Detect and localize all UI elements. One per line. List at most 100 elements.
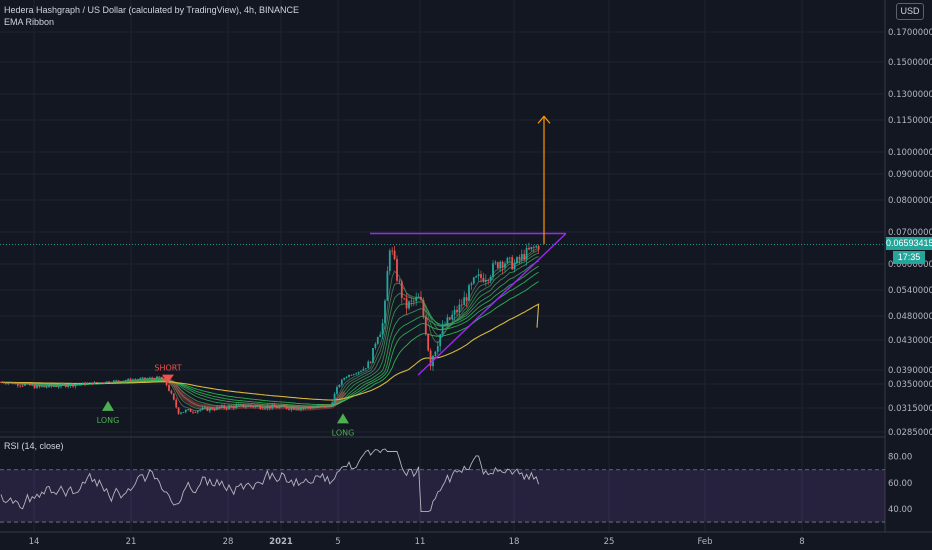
candle-body [501,261,504,268]
candle-body [33,384,36,389]
indicator-label[interactable]: EMA Ribbon [4,17,55,27]
candle-body [324,405,326,408]
target-arrowhead [537,115,551,124]
candle-body [170,390,173,394]
candle-body [146,378,149,380]
candle-body [98,382,101,384]
candle-body [220,405,223,408]
candle-body [4,383,7,384]
time-tick-label: 21 [126,537,137,547]
rsi-label[interactable]: RSI (14, close) [4,441,64,451]
candle-body [304,406,307,408]
candle-body [410,300,413,302]
candle-body [374,343,377,348]
candle-body [256,405,259,407]
candle-body [367,361,370,369]
candle-body [518,257,521,260]
ema-ribbon-line [1,260,539,408]
candle-body [189,408,192,412]
candle-body [470,283,473,286]
candle-body [43,386,46,388]
candle-body [158,376,161,378]
candle-body [340,379,343,385]
rsi-band-fill [0,469,885,523]
candle-body [91,382,94,385]
candle-body [427,334,430,351]
candle-body [424,316,427,335]
candle-body [86,382,89,385]
candle-body [60,383,62,387]
candle-body [117,380,120,382]
candle-body [48,384,50,388]
candle-body [434,351,437,356]
candle-body [105,381,108,383]
candle-body [206,407,209,411]
candle-body [182,412,185,413]
candle-body [69,383,72,386]
candle-body [482,277,485,282]
candle-body [300,408,302,410]
rsi-series [0,448,540,513]
candle-body [211,407,214,410]
candle-body [420,296,422,300]
ema-ribbon-line [0,248,539,412]
candle-body [446,317,449,326]
candle-body [127,378,130,381]
candle-body [288,408,290,410]
candles [0,242,540,415]
candle-body [439,334,442,347]
candle-body [396,259,398,281]
candle-body [112,380,115,383]
currency-button[interactable]: USD [896,3,924,20]
candle-body [76,384,79,385]
candle-body [285,406,288,409]
candle-body [451,314,454,320]
candle-body [453,309,456,315]
candle-body [496,262,499,268]
long-signal-label: LONG [97,416,120,425]
candle-body [319,405,322,407]
last-price-tag: 0.06593415 [886,237,932,250]
time-tick-label: 28 [223,537,234,547]
candle-body [535,246,538,248]
candle-body [24,384,26,386]
candle-body [352,374,355,376]
candle-body [360,370,362,372]
candle-body [237,404,240,406]
candle-body [499,261,502,268]
candle-body [316,405,319,407]
candle-body [357,371,360,374]
ema-200-line [1,303,540,401]
candle-body [388,250,391,272]
candle-body [213,409,216,411]
candle-body [415,297,418,302]
candle-body [290,407,293,410]
candle-body [122,380,125,382]
candle-body [441,325,444,335]
candle-body [384,300,386,324]
candle-body [321,405,324,407]
candle-body [247,405,250,407]
candle-body [429,350,432,367]
candle-body [271,404,274,409]
candle-body [528,247,530,250]
candle-body [36,385,38,389]
candle-body [232,406,235,408]
rsi-tick-label: 60.00 [888,479,912,489]
candle-body [72,383,74,387]
candle-body [110,382,113,384]
candle-body [151,377,154,379]
candle-body [204,407,206,408]
candle-body [129,378,132,381]
candle-body [475,276,478,278]
candle-body [259,405,262,409]
candle-body [31,384,34,386]
candle-body [328,405,331,406]
candle-body [444,325,446,327]
